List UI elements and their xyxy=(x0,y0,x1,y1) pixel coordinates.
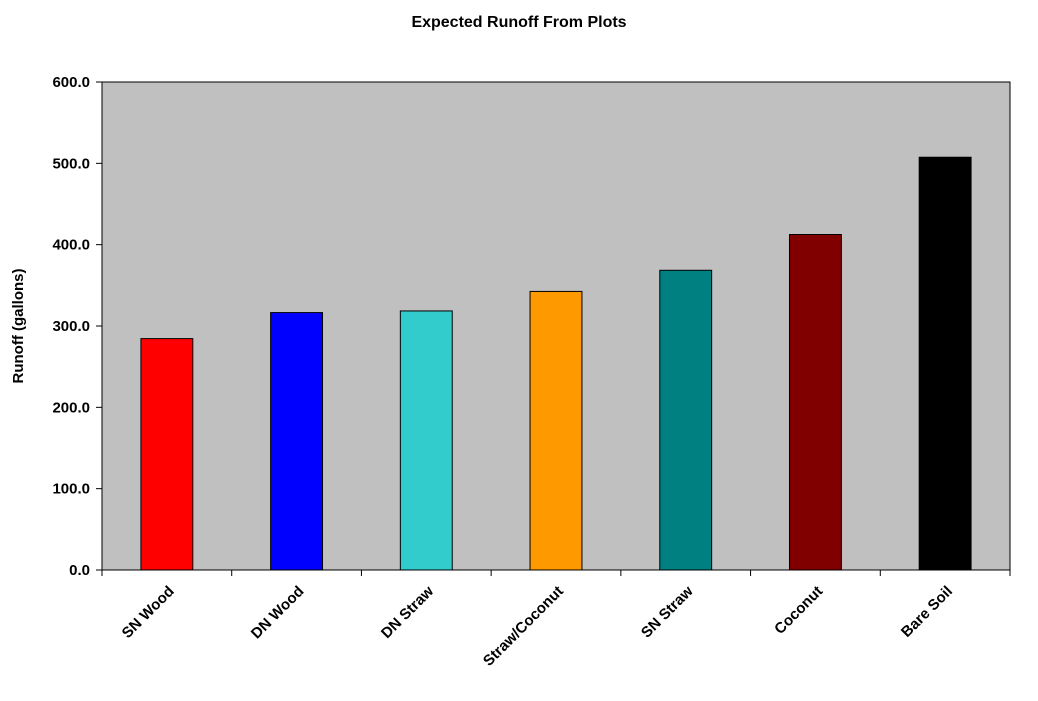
y-axis-label: Runoff (gallons) xyxy=(10,269,27,384)
y-tick-label: 100.0 xyxy=(52,481,90,498)
bars-group xyxy=(140,156,972,571)
x-tick-label: SN Straw xyxy=(638,583,697,642)
y-tick-label: 0.0 xyxy=(69,562,90,579)
chart-title: Expected Runoff From Plots xyxy=(411,14,626,31)
x-tick-label: Bare Soil xyxy=(898,583,956,641)
bar-dn-straw xyxy=(399,310,453,571)
y-axis: 0.0 100.0 200.0 300.0 400.0 500.0 600.0 xyxy=(52,74,103,579)
x-axis: SN Wood DN Wood DN Straw Straw/Coconut SN St… xyxy=(101,569,1011,670)
bar-dn-wood xyxy=(270,312,324,571)
bar-coconut xyxy=(788,234,842,571)
x-tick-label: Straw/Coconut xyxy=(480,583,567,670)
bar-sn-straw xyxy=(659,269,713,571)
x-tick-label: DN Straw xyxy=(378,583,437,642)
bar-straw-coconut xyxy=(529,290,583,571)
x-tick-label: SN Wood xyxy=(119,583,178,642)
y-tick-label: 200.0 xyxy=(52,399,90,416)
y-tick-label: 600.0 xyxy=(52,74,90,91)
x-tick-label: Coconut xyxy=(771,583,826,638)
y-tick-label: 500.0 xyxy=(52,155,90,172)
y-tick-label: 400.0 xyxy=(52,237,90,254)
bar-sn-wood xyxy=(140,338,194,571)
y-tick-label: 300.0 xyxy=(52,318,90,335)
x-tick-label: DN Wood xyxy=(248,583,308,643)
bar-bare-soil xyxy=(918,156,972,571)
